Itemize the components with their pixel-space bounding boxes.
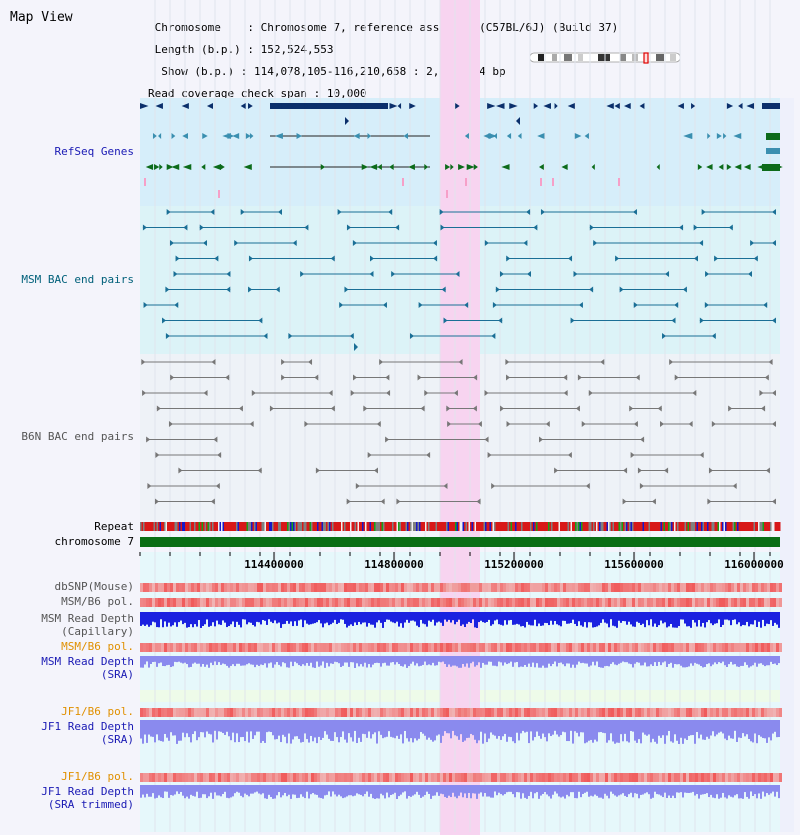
- jf1-depth-sra-sub: (SRA): [100, 733, 134, 746]
- show-label: Show (b.p.): [161, 65, 235, 78]
- msm-depth-sra-label[interactable]: MSM Read Depth: [41, 655, 134, 668]
- msm-bac-label[interactable]: MSM BAC end pairs: [21, 273, 134, 286]
- jf1-depth-sra-label[interactable]: JF1 Read Depth: [41, 720, 134, 733]
- axis-tick-label: 114400000: [244, 558, 304, 571]
- chromosome-bar: [140, 537, 780, 547]
- axis-tick-label: 115200000: [484, 558, 544, 571]
- track-labels: RefSeq Genes MSM BAC end pairs B6N BAC e…: [0, 0, 138, 835]
- map-view-title: Map View: [10, 10, 73, 25]
- ideogram-current-region: [643, 52, 649, 64]
- region-info-panel: Chromosome : Chromosome 7, reference ass…: [148, 21, 619, 100]
- axis-tick-label: 116000000: [724, 558, 784, 571]
- msm-depth-sra-sub: (SRA): [100, 668, 134, 681]
- msm-depth-capillary-label[interactable]: MSM Read Depth: [41, 612, 134, 625]
- dbsnp-label[interactable]: dbSNP(Mouse): [54, 580, 134, 593]
- selected-region-highlight: [440, 0, 480, 835]
- jf1-b6-pol-label[interactable]: JF1/B6 pol.: [61, 705, 134, 718]
- msm-depth-capillary-sub: (Capillary): [61, 625, 134, 638]
- jf1-depth-trimmed-label[interactable]: JF1 Read Depth: [41, 785, 134, 798]
- axis-tick-label: 115600000: [604, 558, 664, 571]
- msm-b6-pol-label[interactable]: MSM/B6 pol.: [61, 595, 134, 608]
- chromosome-label: Chromosome: [154, 21, 221, 34]
- jf1-b6-pol-trimmed-label[interactable]: JF1/B6 pol.: [61, 770, 134, 783]
- repeat-label[interactable]: Repeat: [94, 520, 134, 533]
- axis-tick-label: 114800000: [364, 558, 424, 571]
- chromosome-track-label: chromosome 7: [54, 535, 134, 548]
- coverage-value: 10,000: [326, 87, 367, 100]
- msm-b6-pol-sra-label[interactable]: MSM/B6 pol.: [61, 640, 134, 653]
- length-value: 152,524,553: [260, 43, 334, 56]
- b6n-bac-label[interactable]: B6N BAC end pairs: [21, 430, 134, 443]
- length-label: Length (b.p.): [154, 43, 241, 56]
- coverage-label: Read coverage check span: [148, 87, 307, 100]
- jf1-depth-trimmed-sub: (SRA trimmed): [47, 798, 134, 811]
- refseq-gene-block: [270, 103, 388, 109]
- refseq-genes-label[interactable]: RefSeq Genes: [54, 145, 134, 158]
